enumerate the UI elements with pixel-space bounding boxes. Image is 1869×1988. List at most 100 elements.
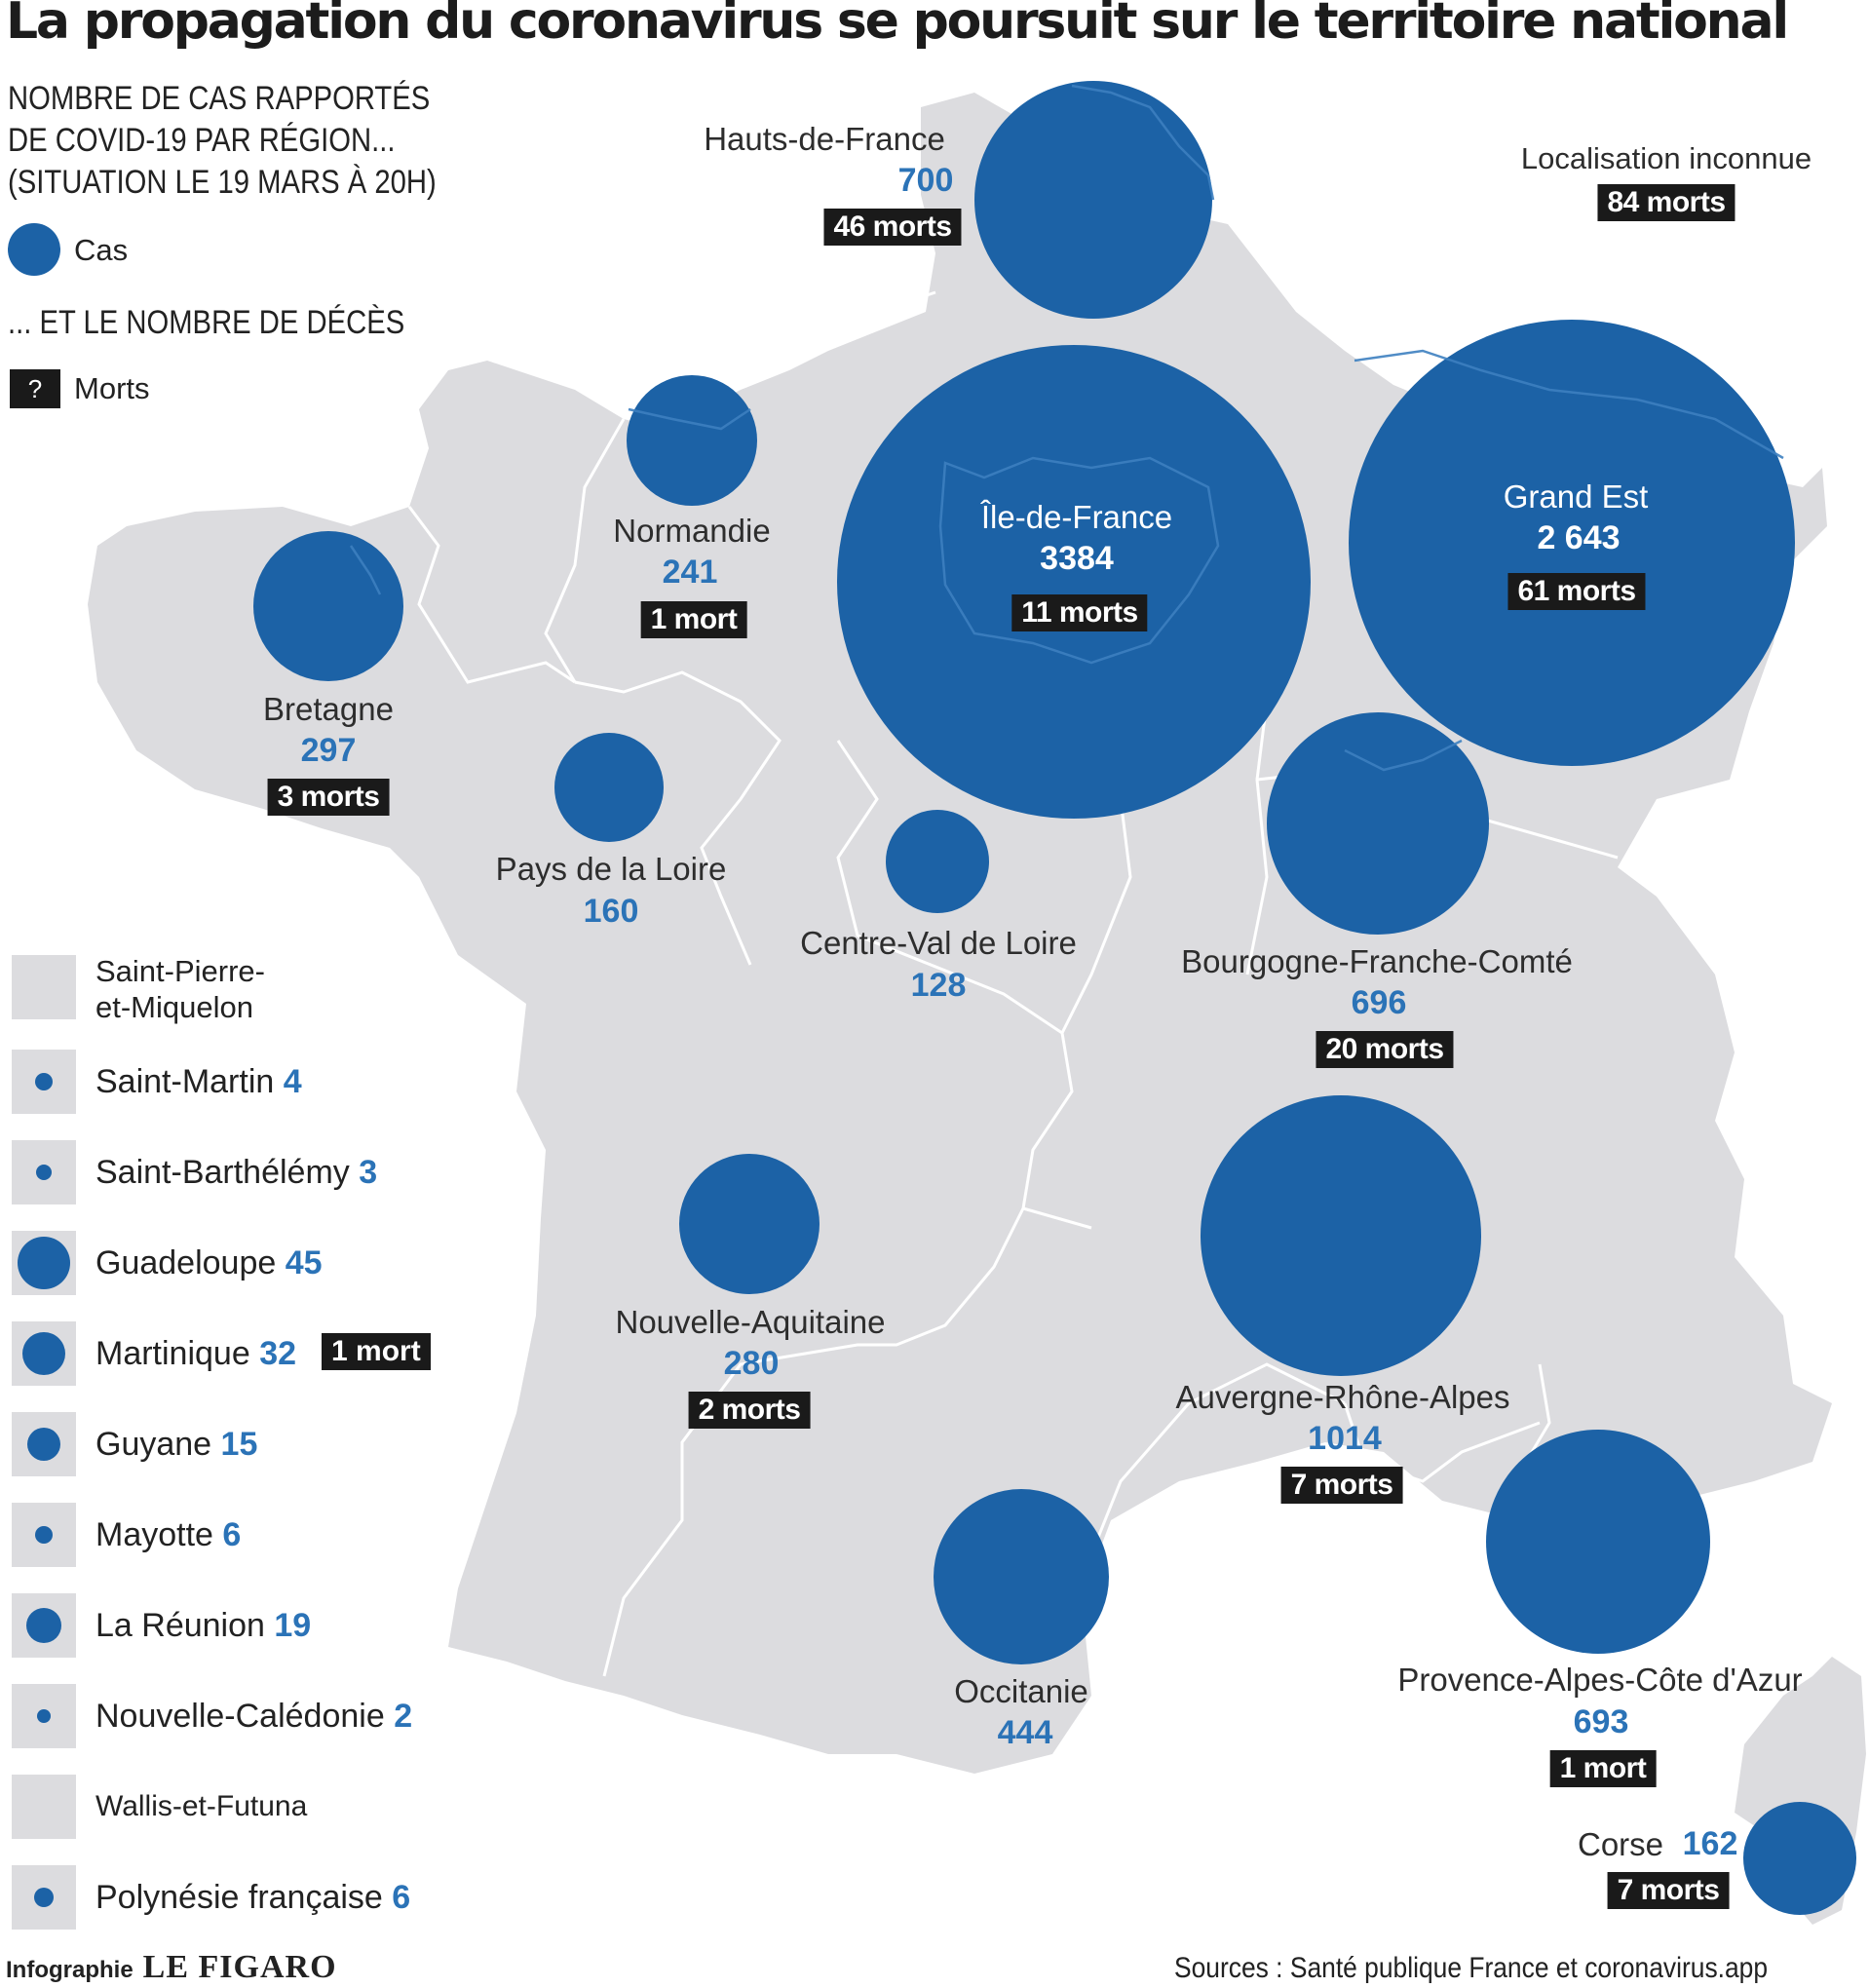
territory-case-dot	[26, 1608, 61, 1643]
circle-pays-de-la-loire	[554, 733, 664, 842]
legend-cases-label: Cas	[74, 233, 129, 267]
region-deaths-bretagne: 3 morts	[267, 779, 390, 816]
region-deaths-hauts-de-france: 46 morts	[823, 209, 962, 246]
territory-name: Saint-Pierre- et-Miquelon	[95, 953, 265, 1025]
territory-label: Guyane 15	[95, 1426, 257, 1464]
region-deaths-corse: 7 morts	[1607, 1872, 1730, 1909]
footer-credit: Infographie LE FIGARO	[6, 1949, 337, 1986]
case-circles	[253, 81, 1856, 1915]
region-name-centre-val-de-loire: Centre-Val de Loire	[800, 925, 1077, 961]
territory-label: La Réunion 19	[95, 1607, 311, 1645]
territory-case-dot	[27, 1428, 60, 1461]
territory-label: Mayotte 6	[95, 1516, 241, 1554]
region-deaths-grand-est: 61 morts	[1507, 573, 1646, 610]
circle-bretagne	[253, 531, 403, 681]
territory-name: Guyane	[95, 1426, 212, 1463]
region-cases-pays-de-la-loire: 160	[583, 893, 639, 930]
region-deaths-nouvelle-aquitaine: 2 morts	[688, 1392, 811, 1429]
circle-occitanie	[934, 1489, 1109, 1664]
footer-sources: Sources : Santé publique France et coron…	[1174, 1952, 1769, 1984]
territory-name: La Réunion	[95, 1607, 265, 1644]
region-cases-grand-est: 2 643	[1537, 519, 1621, 556]
region-name-occitanie: Occitanie	[954, 1673, 1088, 1709]
territory-name: Polynésie française	[95, 1879, 383, 1916]
territory-row: Saint-Martin 4	[12, 1050, 635, 1116]
footer-credit-label: Infographie	[6, 1957, 134, 1983]
region-name-hauts-de-france: Hauts-de-France	[704, 121, 945, 157]
circle-bourgogne-franche-comte	[1267, 712, 1489, 935]
region-cases-bourgogne-franche-comte: 696	[1351, 984, 1407, 1021]
territory-row: Guadeloupe 45	[12, 1231, 635, 1297]
legend-cases-circle	[8, 223, 60, 276]
region-name-auvergne-rhone-alpes: Auvergne-Rhône-Alpes	[1175, 1379, 1510, 1415]
territory-square	[12, 955, 76, 1019]
territory-row: Saint-Pierre- et-Miquelon	[12, 954, 635, 1024]
region-cases-ile-de-france: 3384	[1040, 540, 1114, 577]
territory-name: Guadeloupe	[95, 1244, 277, 1281]
unknown-location-deaths: 84 morts	[1597, 184, 1736, 221]
page-title: La propagation du coronavirus se poursui…	[6, 0, 1789, 51]
territory-cases: 45	[285, 1244, 323, 1281]
region-name-paca: Provence-Alpes-Côte d'Azur	[1397, 1662, 1803, 1698]
territory-cases: 2	[394, 1698, 413, 1735]
region-name-ile-de-france: Île-de-France	[980, 499, 1173, 535]
legend-deaths-heading: ... ET LE NOMBRE DE DÉCÈS	[8, 304, 405, 341]
region-cases-bretagne: 297	[300, 732, 357, 769]
figaro-logo: LE FIGARO	[142, 1949, 337, 1985]
inner-outlines	[349, 84, 1784, 772]
territory-cases: 3	[359, 1154, 378, 1191]
territory-label: Nouvelle-Calédonie 2	[95, 1698, 412, 1736]
legend-deaths-label: Morts	[74, 371, 150, 405]
territory-case-dot	[18, 1237, 70, 1289]
territory-name: Wallis-et-Futuna	[95, 1790, 308, 1822]
region-deaths-auvergne-rhone-alpes: 7 morts	[1280, 1467, 1403, 1504]
region-deaths-normandie: 1 mort	[640, 601, 747, 638]
territory-label: Polynésie française 6	[95, 1879, 410, 1917]
territory-label: Martinique 32	[95, 1335, 296, 1373]
territory-case-dot	[35, 1526, 53, 1544]
territory-name-line2: et-Miquelon	[95, 990, 253, 1024]
region-name-pays-de-la-loire: Pays de la Loire	[495, 851, 727, 887]
territory-name: Saint-Martin	[95, 1063, 275, 1100]
territory-row: Martinique 32 1 mort	[12, 1321, 635, 1388]
territory-cases: 4	[283, 1063, 302, 1100]
territory-cases: 15	[220, 1426, 258, 1463]
legend-heading-line1: NOMBRE DE CAS RAPPORTÉS	[8, 80, 431, 117]
territory-case-dot	[37, 1709, 51, 1723]
territory-label: Saint-Barthélémy 3	[95, 1154, 377, 1192]
territory-label: Guadeloupe 45	[95, 1244, 323, 1282]
region-name-grand-est: Grand Est	[1503, 478, 1649, 515]
territory-row: Polynésie française 6	[12, 1865, 635, 1931]
territory-cases: 19	[274, 1607, 312, 1644]
region-cases-auvergne-rhone-alpes: 1014	[1308, 1420, 1382, 1457]
region-name-bourgogne-franche-comte: Bourgogne-Franche-Comté	[1181, 943, 1573, 979]
region-cases-corse: 162	[1682, 1825, 1738, 1862]
territory-row: Guyane 15	[12, 1412, 635, 1478]
territory-row: La Réunion 19	[12, 1593, 635, 1660]
region-deaths-ile-de-france: 11 morts	[1011, 594, 1148, 631]
region-name-normandie: Normandie	[613, 513, 771, 549]
legend-deaths-box: ?	[10, 369, 60, 408]
territory-name-line1: Saint-Pierre-	[95, 954, 265, 988]
territory-case-dot	[36, 1165, 52, 1180]
territory-name: Mayotte	[95, 1516, 213, 1553]
territory-row: Mayotte 6	[12, 1503, 635, 1569]
region-name-corse: Corse	[1577, 1826, 1664, 1862]
territory-deaths: 1 mort	[322, 1333, 431, 1370]
region-cases-centre-val-de-loire: 128	[910, 967, 967, 1004]
region-deaths-paca: 1 mort	[1549, 1750, 1657, 1787]
territory-cases: 6	[392, 1879, 411, 1916]
legend-heading-line2: DE COVID-19 PAR RÉGION...	[8, 122, 396, 159]
circle-grand-est	[1349, 320, 1795, 766]
circle-normandie	[627, 375, 757, 506]
region-cases-normandie: 241	[662, 554, 718, 591]
territory-name: Nouvelle-Calédonie	[95, 1698, 385, 1735]
region-cases-nouvelle-aquitaine: 280	[723, 1345, 780, 1382]
circle-hauts-de-france	[974, 81, 1212, 319]
territory-cases: 6	[222, 1516, 242, 1553]
region-deaths-bourgogne-franche-comte: 20 morts	[1316, 1031, 1454, 1068]
territory-name: Martinique	[95, 1335, 250, 1372]
circle-nouvelle-aquitaine	[679, 1154, 820, 1294]
territory-row: Wallis-et-Futuna	[12, 1775, 635, 1841]
